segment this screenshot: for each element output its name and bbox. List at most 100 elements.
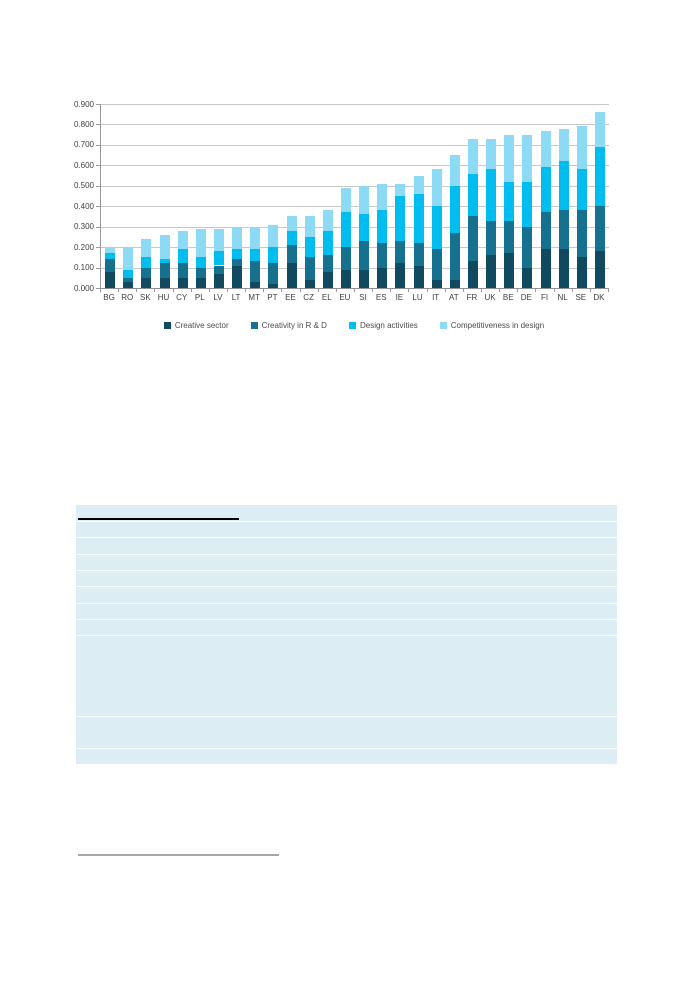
gridline (101, 247, 609, 249)
bar-segment (232, 259, 243, 266)
x-tick-label: FR (466, 293, 478, 302)
gridline (101, 267, 609, 269)
heading-underline (78, 518, 239, 520)
x-axis-tick (535, 289, 537, 292)
table-row-separator (76, 748, 617, 749)
table-row-separator (76, 619, 617, 620)
bar-segment (195, 277, 206, 288)
bar-segment (286, 263, 297, 288)
y-tick-label: 0.600 (73, 160, 94, 170)
x-axis-tick (354, 289, 355, 292)
x-tick-label: IT (432, 293, 440, 302)
x-tick-label: CZ (303, 293, 314, 302)
bar-segment (576, 126, 587, 170)
bar-segment (558, 128, 569, 162)
bar-segment (159, 259, 170, 264)
table-row-separator (76, 635, 617, 636)
x-axis-tick (426, 289, 428, 292)
y-tick-label: 0.100 (73, 263, 94, 273)
bar-segment (159, 263, 170, 278)
bar-segment (522, 134, 533, 182)
bar-segment (413, 265, 424, 288)
x-tick-label: PT (267, 293, 278, 302)
x-tick-label: ES (375, 293, 387, 302)
bar-segment (558, 210, 569, 250)
bar-segment (268, 247, 279, 264)
x-tick-label: PL (194, 293, 205, 302)
bar-segment (141, 238, 152, 258)
bar-segment (377, 183, 388, 211)
bar-segment (558, 161, 569, 211)
legend-label: Design activities (359, 321, 418, 330)
y-tick-label: 0.000 (73, 283, 94, 293)
table-row-separator (76, 586, 617, 587)
bar-segment (250, 226, 261, 250)
bar-segment (304, 236, 315, 258)
x-tick-label: RO (121, 293, 134, 302)
bar-segment (576, 210, 587, 258)
bar-segment (504, 134, 515, 182)
bar-segment (486, 138, 497, 170)
x-axis-tick (172, 289, 174, 292)
bar-segment (504, 253, 515, 288)
y-tick-label: 0.300 (73, 222, 94, 232)
x-tick-label: IE (395, 293, 404, 302)
x-axis-tick (571, 289, 573, 292)
bar-segment (286, 216, 297, 231)
x-tick-label: SI (359, 293, 367, 302)
bar-segment (395, 240, 406, 264)
bar-segment (232, 226, 243, 250)
x-axis-tick (245, 289, 247, 292)
bar-segment (594, 206, 605, 252)
x-axis-tick (335, 289, 337, 292)
bar-segment (594, 112, 605, 147)
x-axis-tick (317, 289, 319, 292)
x-tick-label: NL (557, 293, 568, 302)
chart-plot-area (100, 104, 609, 289)
legend-label: Competitiveness in design (450, 321, 545, 330)
x-axis-tick (444, 289, 446, 292)
x-tick-label: SK (140, 293, 151, 302)
bar-segment (123, 277, 134, 282)
bar-segment (340, 212, 351, 248)
bar-segment (594, 146, 605, 207)
bar-segment (413, 175, 424, 194)
bar-segment (141, 267, 152, 278)
bar-segment (250, 249, 261, 262)
bar-segment (159, 234, 170, 260)
table-row-separator (76, 716, 617, 717)
x-tick-label: SE (575, 293, 587, 302)
bar-segment (177, 277, 188, 288)
x-axis-tick (608, 289, 609, 292)
x-tick-label: MT (248, 293, 260, 302)
x-axis-tick (118, 289, 120, 292)
bar-segment (213, 273, 224, 288)
x-tick-label: DK (593, 293, 605, 302)
x-axis-tick (100, 289, 101, 292)
bar-segment (540, 130, 551, 168)
y-axis-tick (96, 144, 100, 146)
bar-segment (540, 249, 551, 288)
bar-segment (232, 265, 243, 288)
legend-item: Design activities (348, 321, 418, 330)
y-axis-tick (96, 226, 100, 228)
legend-item: Creativity in R & D (250, 321, 327, 330)
x-axis-tick (481, 289, 482, 292)
x-axis-tick (408, 289, 410, 292)
legend-label: Creativity in R & D (261, 321, 327, 330)
bar-segment (504, 181, 515, 221)
bar-segment (123, 281, 134, 288)
bar-segment (105, 247, 116, 254)
gridline (101, 165, 609, 167)
gridline (101, 144, 609, 146)
x-tick-label: BE (502, 293, 514, 302)
bar-segment (467, 261, 478, 288)
y-tick-label: 0.400 (73, 201, 94, 211)
x-tick-label: DE (520, 293, 532, 302)
bar-segment (123, 269, 134, 278)
x-tick-label: FI (540, 293, 549, 302)
bar-segment (431, 249, 442, 280)
x-axis-tick (589, 289, 591, 292)
bar-segment (377, 243, 388, 268)
